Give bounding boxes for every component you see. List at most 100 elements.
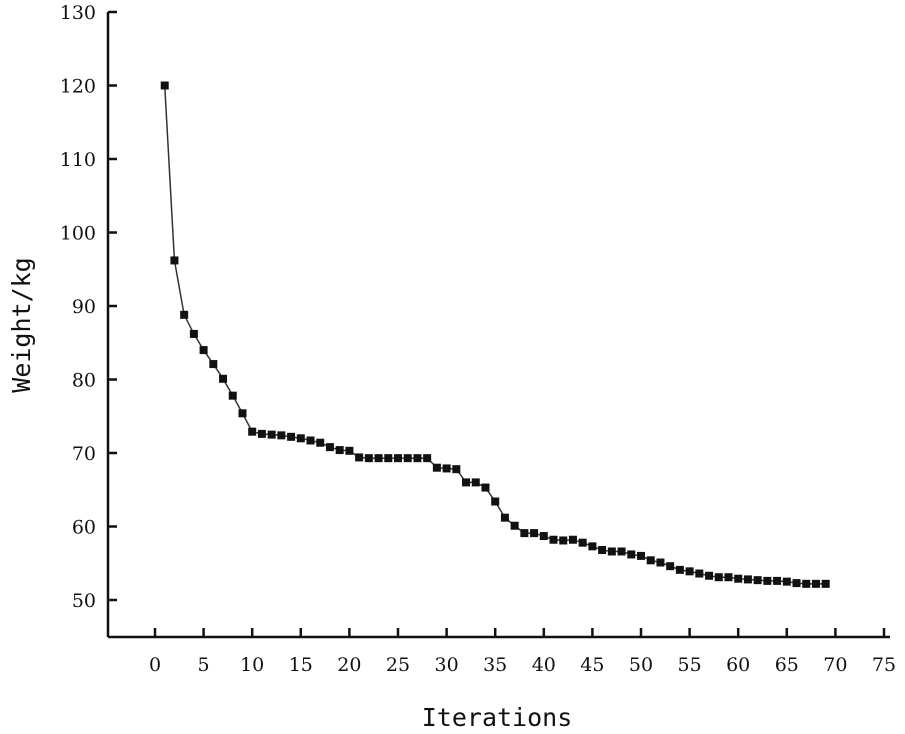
data-point bbox=[160, 81, 169, 90]
data-point bbox=[394, 454, 402, 463]
x-tick-label: 30 bbox=[435, 654, 459, 676]
x-axis-title: Iterations bbox=[422, 703, 573, 732]
data-point bbox=[413, 454, 422, 463]
data-point bbox=[306, 436, 315, 445]
data-point bbox=[325, 443, 334, 452]
data-point bbox=[238, 409, 247, 418]
data-point bbox=[462, 478, 471, 487]
data-point bbox=[209, 360, 218, 369]
data-point bbox=[646, 556, 655, 565]
data-point bbox=[277, 431, 286, 440]
series-line bbox=[163, 85, 826, 585]
data-point bbox=[675, 565, 684, 574]
x-tick-label: 35 bbox=[483, 654, 507, 676]
x-tick-label: 50 bbox=[629, 654, 653, 676]
data-point bbox=[588, 542, 597, 551]
data-point bbox=[355, 453, 364, 462]
data-point bbox=[180, 310, 189, 319]
x-tick-label: 70 bbox=[823, 654, 847, 676]
data-point bbox=[257, 429, 266, 438]
data-point bbox=[637, 551, 645, 560]
x-tick-label: 15 bbox=[289, 654, 313, 676]
y-tick-label: 120 bbox=[60, 76, 96, 98]
x-tick-label: 65 bbox=[775, 654, 799, 676]
data-point bbox=[782, 577, 791, 586]
data-point bbox=[481, 483, 490, 492]
x-tick-label: 20 bbox=[337, 654, 361, 676]
data-point bbox=[549, 535, 558, 544]
data-point bbox=[189, 329, 198, 338]
data-point bbox=[452, 465, 461, 474]
data-point bbox=[773, 576, 782, 585]
data-point bbox=[296, 434, 305, 443]
data-point bbox=[423, 454, 432, 463]
data-point bbox=[471, 478, 480, 487]
data-point bbox=[364, 454, 373, 463]
data-point bbox=[617, 547, 626, 556]
data-point bbox=[714, 573, 723, 582]
data-point bbox=[598, 546, 607, 555]
plot-area: 50 60 70 80 90 100 110 120 130 0 5 10 15 20 25 30 35 40 4… bbox=[60, 2, 896, 676]
x-axis-ticks: 0 5 10 15 20 25 30 35 40 45 50 55 60 65 70 75 bbox=[149, 628, 896, 676]
data-point bbox=[666, 562, 675, 571]
x-tick-label: 55 bbox=[678, 654, 702, 676]
y-tick-label: 50 bbox=[72, 590, 96, 612]
data-point bbox=[821, 579, 830, 588]
data-point bbox=[656, 558, 665, 567]
y-tick-label: 110 bbox=[60, 149, 96, 171]
data-point bbox=[316, 438, 325, 447]
data-point bbox=[530, 529, 539, 538]
data-point bbox=[374, 454, 383, 463]
data-point bbox=[568, 535, 577, 544]
data-point bbox=[267, 430, 276, 439]
data-point bbox=[248, 427, 257, 436]
data-point bbox=[792, 579, 801, 588]
data-markers bbox=[160, 81, 830, 588]
data-point bbox=[724, 573, 733, 582]
data-point bbox=[685, 567, 694, 576]
data-point bbox=[287, 432, 296, 441]
data-point bbox=[627, 550, 636, 559]
data-point bbox=[695, 569, 704, 578]
data-point bbox=[199, 346, 208, 355]
y-tick-label: 130 bbox=[60, 2, 96, 24]
data-point bbox=[578, 538, 587, 547]
data-point bbox=[500, 513, 509, 522]
data-point bbox=[734, 574, 743, 583]
y-tick-label: 80 bbox=[72, 370, 96, 392]
data-point bbox=[753, 576, 762, 585]
data-point bbox=[607, 547, 616, 556]
data-point bbox=[802, 579, 811, 588]
data-point bbox=[520, 529, 529, 538]
data-point bbox=[539, 532, 548, 541]
y-tick-label: 100 bbox=[60, 223, 96, 245]
x-tick-label: 45 bbox=[580, 654, 604, 676]
data-point bbox=[442, 464, 451, 473]
data-point bbox=[403, 454, 412, 463]
data-point bbox=[510, 521, 519, 530]
y-axis-title: Weight/kg bbox=[7, 257, 36, 392]
y-tick-label: 70 bbox=[72, 443, 96, 465]
data-point bbox=[811, 579, 820, 588]
data-point bbox=[491, 497, 500, 506]
y-tick-label: 90 bbox=[72, 296, 96, 318]
data-point bbox=[743, 575, 752, 584]
data-point bbox=[763, 576, 772, 585]
data-point bbox=[705, 571, 714, 580]
data-point bbox=[228, 391, 237, 400]
data-point bbox=[559, 536, 568, 545]
y-axis-ticks: 50 60 70 80 90 100 110 120 130 bbox=[60, 2, 117, 612]
data-point bbox=[219, 374, 228, 383]
x-tick-label: 10 bbox=[240, 654, 264, 676]
data-point bbox=[335, 446, 344, 455]
x-tick-label: 0 bbox=[149, 654, 161, 676]
data-point bbox=[432, 463, 441, 472]
x-tick-label: 60 bbox=[726, 654, 750, 676]
x-tick-label: 5 bbox=[198, 654, 210, 676]
x-tick-label: 25 bbox=[386, 654, 410, 676]
x-tick-label: 40 bbox=[532, 654, 556, 676]
data-point bbox=[345, 446, 354, 455]
data-point bbox=[170, 256, 179, 265]
x-tick-label: 75 bbox=[872, 654, 896, 676]
